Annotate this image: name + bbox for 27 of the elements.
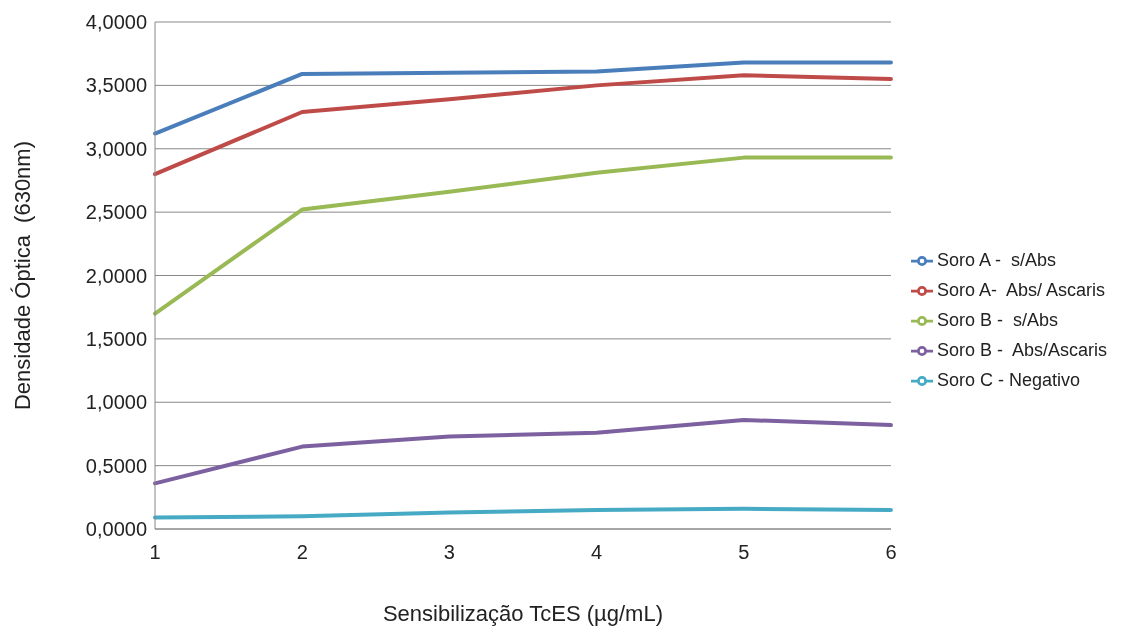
legend-label: Soro A - s/Abs <box>936 249 1056 270</box>
y-tick-label: 2,5000 <box>85 201 147 224</box>
legend-label: Soro B - s/Abs <box>936 309 1058 330</box>
y-tick-label: 0,5000 <box>85 454 147 477</box>
x-tick-label: 2 <box>296 541 308 563</box>
legend-label: Soro B - Abs/Ascaris <box>936 339 1107 360</box>
y-tick-label: 0,0000 <box>85 518 147 541</box>
x-axis-title: Sensibilização TcES (µg/mL) <box>382 601 663 626</box>
y-axis-title: Densidade Óptica (630nm) <box>10 140 35 411</box>
x-tick-label: 3 <box>443 541 455 563</box>
line-series <box>153 73 893 177</box>
x-tick-label: 5 <box>738 541 750 563</box>
legend-label: Soro C - Negativo <box>936 369 1080 390</box>
y-tick-label: 3,5000 <box>85 74 147 97</box>
y-tick-label: 4,0000 <box>85 11 147 34</box>
y-tick-label: 1,5000 <box>85 327 147 350</box>
x-tick-label: 6 <box>885 541 897 563</box>
y-tick-label: 1,0000 <box>85 391 147 414</box>
line-series <box>153 506 893 520</box>
line-series <box>153 418 893 486</box>
legend-label: Soro A- Abs/ Ascaris <box>936 279 1106 300</box>
line-series <box>153 60 893 136</box>
y-tick-label: 2,0000 <box>85 264 147 287</box>
y-tick-label: 3,0000 <box>85 137 147 160</box>
line-series <box>153 155 893 316</box>
x-tick-label: 4 <box>591 541 603 563</box>
x-tick-label: 1 <box>149 541 161 563</box>
